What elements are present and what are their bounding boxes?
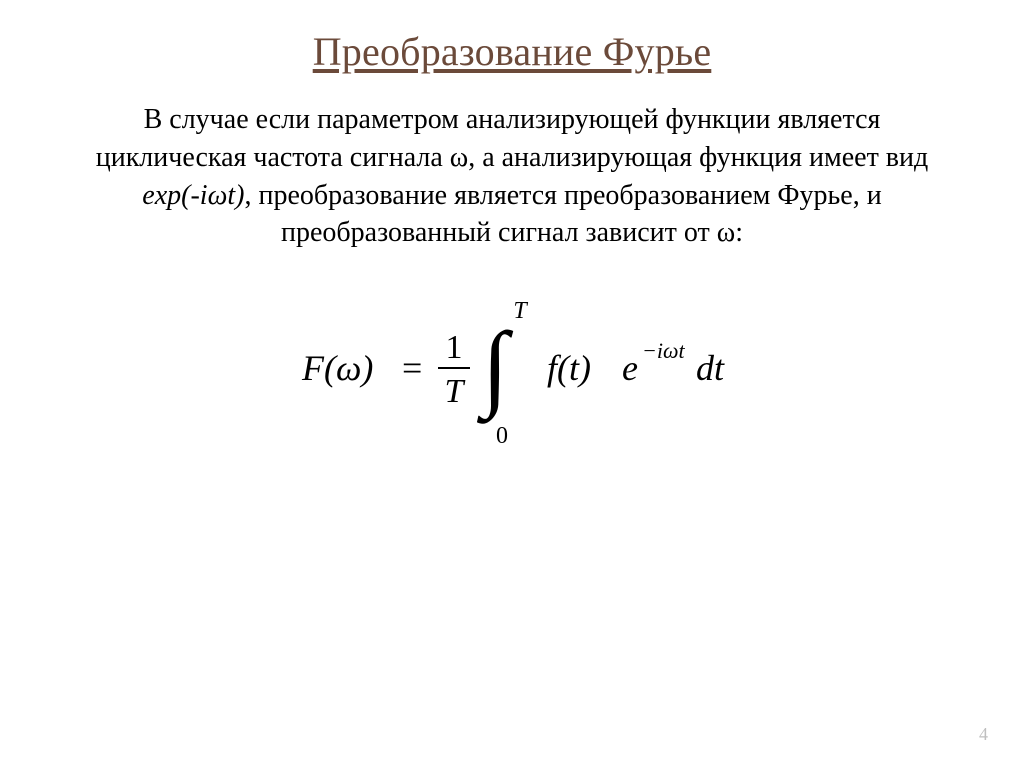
exp-expression: exp(-iωt) [142,180,244,211]
integral-sign: ∫ [476,312,514,424]
formula-e: e [622,348,638,388]
slide-title: Преобразование Фурье [60,28,964,75]
formula-frac-num: 1 [446,329,463,366]
paragraph-after-exp: , преобразование является преобразование… [244,180,881,249]
page-number: 4 [979,724,988,745]
paragraph-before-exp: В случае если параметром анализирующей ф… [96,104,929,173]
fourier-formula: F(ω) = 1 T ∫ T 0 f(t) e −iωt dt [60,288,964,453]
formula-frac-den: T [445,373,466,410]
integral-upper: T [513,298,528,324]
formula-ft: f(t) [547,348,591,388]
formula-exponent: −iωt [642,338,685,363]
integral-lower: 0 [496,423,508,448]
formula-svg: F(ω) = 1 T ∫ T 0 f(t) e −iωt dt [262,288,762,448]
body-paragraph: В случае если параметром анализирующей ф… [82,101,942,252]
formula-equals: = [402,348,422,388]
slide: Преобразование Фурье В случае если парам… [0,0,1024,767]
formula-dt: dt [696,348,725,388]
formula-F: F(ω) [301,348,373,388]
